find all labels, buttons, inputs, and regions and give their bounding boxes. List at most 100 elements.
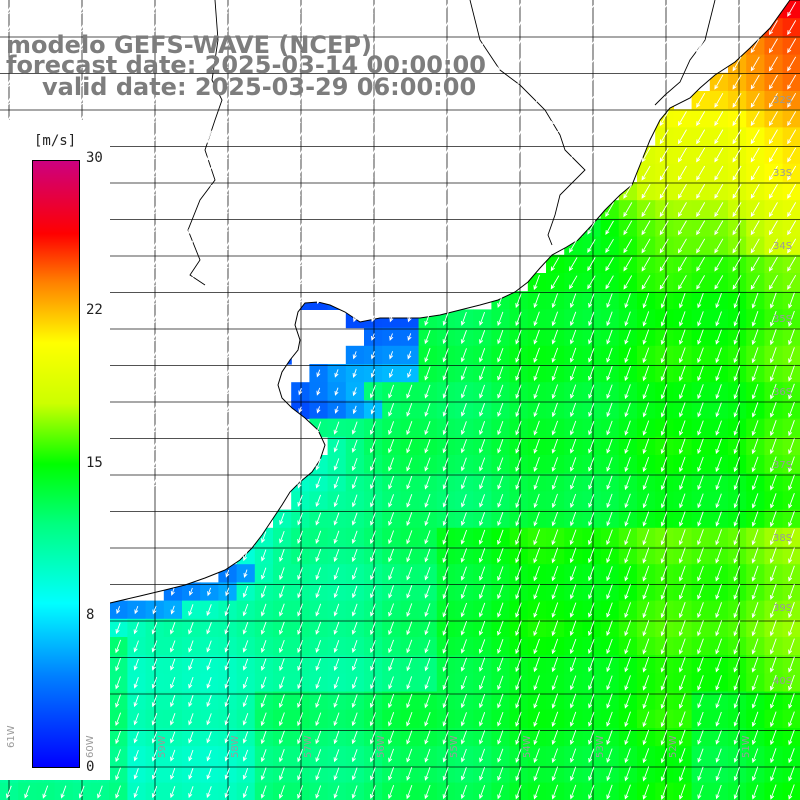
- wind-arrow: [533, 293, 540, 309]
- wind-arrow: [551, 784, 559, 800]
- wind-arrow: [188, 622, 194, 635]
- wind-arrow: [714, 165, 724, 181]
- wind-arrow: [515, 329, 522, 345]
- wind-arrow: [733, 656, 741, 673]
- wind-arrow: [424, 766, 431, 781]
- wind-arrow: [788, 729, 795, 746]
- wind-arrow: [515, 92, 522, 109]
- wind-arrow: [587, 56, 596, 72]
- wind-arrow: [115, 276, 121, 289]
- wind-arrow: [714, 20, 724, 36]
- wind-arrow: [679, 438, 686, 455]
- wind-arrow: [697, 620, 704, 637]
- wind-arrow: [333, 585, 340, 599]
- wind-arrow: [206, 439, 212, 453]
- wind-arrow: [316, 406, 321, 414]
- wind-arrow: [369, 767, 376, 781]
- wind-arrow: [787, 165, 797, 181]
- wind-arrow: [751, 420, 759, 436]
- wind-arrow: [750, 20, 760, 36]
- wind-arrow: [588, 766, 595, 782]
- wind-arrow: [769, 547, 777, 564]
- wind-arrow: [297, 530, 303, 544]
- wind-arrow: [169, 294, 176, 308]
- wind-arrow: [788, 638, 795, 655]
- wind-arrow: [515, 475, 522, 490]
- wind-arrow: [133, 93, 140, 108]
- wind-arrow: [606, 784, 613, 800]
- lon-label: 60W: [85, 735, 96, 758]
- wind-arrow: [769, 438, 777, 455]
- wind-arrow: [243, 569, 248, 578]
- wind-arrow: [605, 111, 615, 127]
- wind-arrow: [460, 620, 468, 636]
- wind-arrow: [515, 147, 522, 163]
- wind-arrow: [533, 183, 540, 200]
- wind-arrow: [224, 21, 231, 35]
- wind-arrow: [750, 56, 760, 72]
- wind-arrow: [641, 275, 651, 290]
- wind-arrow: [351, 730, 358, 745]
- wind-arrow: [6, 94, 12, 107]
- wind-arrow: [732, 275, 742, 290]
- wind-arrow: [260, 712, 267, 727]
- wind-arrow: [715, 620, 723, 637]
- wind-arrow: [733, 402, 741, 418]
- wind-arrow: [151, 366, 158, 381]
- wind-arrow: [115, 148, 121, 162]
- wind-arrow: [170, 749, 176, 762]
- wind-arrow: [570, 748, 577, 763]
- wind-arrow: [641, 183, 651, 199]
- wind-arrow: [515, 748, 522, 763]
- wind-arrow: [497, 711, 504, 727]
- wind-arrow: [515, 693, 522, 709]
- wind-arrow: [315, 603, 322, 617]
- wind-arrow: [623, 56, 633, 72]
- wind-arrow: [623, 202, 633, 218]
- wind-arrow: [788, 511, 795, 528]
- wind-arrow: [642, 565, 650, 582]
- wind-arrow: [678, 547, 686, 564]
- wind-arrow: [424, 784, 431, 800]
- wind-arrow: [751, 456, 759, 473]
- wind-arrow: [624, 766, 631, 782]
- wind-arrow: [588, 675, 595, 691]
- wind-arrow: [787, 92, 797, 108]
- wind-arrow: [588, 547, 595, 564]
- wind-arrow: [768, 92, 778, 108]
- wind-arrow: [769, 365, 777, 382]
- wind-arrow: [406, 74, 413, 90]
- wind-arrow: [460, 111, 467, 126]
- wind-arrow: [442, 657, 449, 672]
- wind-arrow: [551, 566, 559, 582]
- wind-arrow: [370, 567, 376, 581]
- wind-arrow: [460, 657, 467, 672]
- wind-arrow: [768, 183, 778, 199]
- wind-arrow: [170, 694, 176, 708]
- wind-arrow: [588, 402, 595, 418]
- wind-arrow: [406, 111, 413, 127]
- wind-arrow: [551, 311, 559, 327]
- wind-arrow: [606, 730, 613, 745]
- wind-arrow: [206, 257, 212, 271]
- wind-arrow: [170, 605, 175, 615]
- wind-arrow: [224, 330, 231, 344]
- wind-arrow: [460, 584, 467, 600]
- wind-arrow: [97, 94, 103, 107]
- wind-arrow: [115, 203, 121, 216]
- wind-arrow: [733, 475, 741, 491]
- wind-arrow: [224, 749, 230, 762]
- wind-arrow: [206, 166, 212, 180]
- wind-arrow: [351, 530, 358, 544]
- wind-arrow: [242, 257, 249, 272]
- wind-arrow: [697, 493, 704, 509]
- colorbar-unit: [m/s]: [34, 133, 77, 149]
- wind-arrow: [206, 57, 212, 71]
- wind-arrow: [697, 766, 704, 782]
- wind-arrow: [769, 529, 777, 546]
- wind-arrow: [768, 1, 778, 17]
- wind-arrow: [533, 529, 541, 546]
- wind-arrow: [679, 493, 686, 509]
- wind-arrow: [115, 495, 121, 507]
